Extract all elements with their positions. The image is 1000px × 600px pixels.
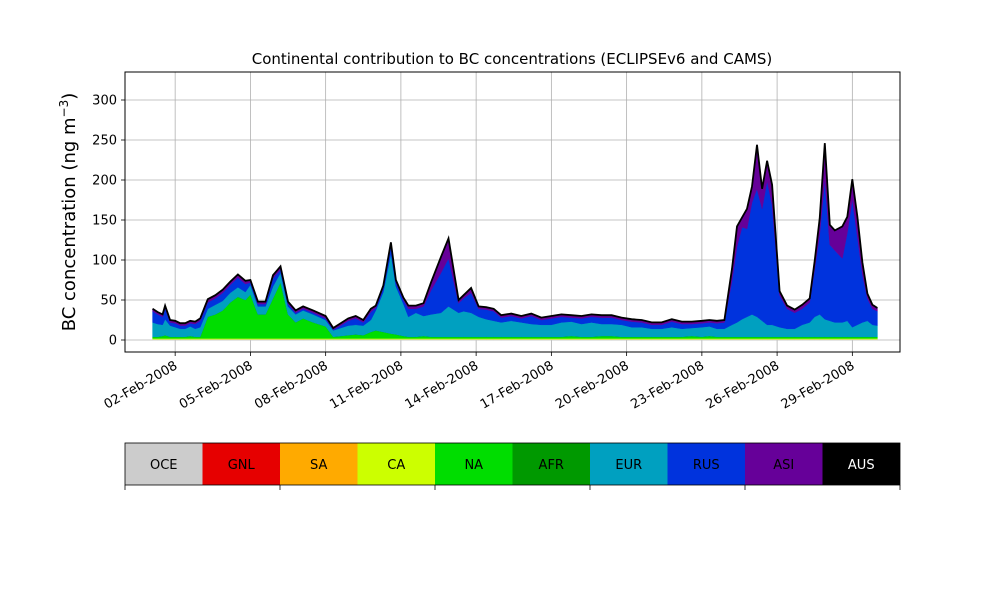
y-tick-label: 0	[109, 334, 117, 349]
legend-label-eur: EUR	[615, 458, 642, 473]
y-tick-label: 300	[92, 94, 117, 109]
legend-label-afr: AFR	[539, 458, 564, 473]
legend-label-ca: CA	[387, 458, 405, 473]
legend-swatch-ca	[357, 443, 435, 485]
legend-label-sa: SA	[310, 458, 327, 473]
x-tick-label: 26-Feb-2008	[704, 358, 783, 412]
x-tick-label: 14-Feb-2008	[403, 358, 482, 412]
y-tick-label: 250	[92, 134, 117, 149]
y-tick-label: 200	[92, 174, 117, 189]
y-axis-label-close: )	[59, 93, 80, 100]
plot-frame	[124, 71, 901, 353]
legend-label-aus: AUS	[848, 458, 875, 473]
chart-title: Continental contribution to BC concentra…	[252, 50, 773, 68]
legend-swatch-oce	[125, 443, 203, 485]
x-tick-label: 05-Feb-2008	[177, 358, 256, 412]
x-tick-label: 02-Feb-2008	[102, 358, 181, 412]
total-outline	[152, 143, 878, 330]
x-tick-label: 23-Feb-2008	[628, 358, 707, 412]
legend-swatch-rus	[667, 443, 745, 485]
legend-colorbar: OCE GNL SA CA NA AFR EUR RUS ASI AUS	[124, 442, 901, 490]
legend-label-asi: ASI	[773, 458, 794, 473]
legend-label-oce: OCE	[150, 458, 178, 473]
y-axis-ticks: 0 50 100 150 200 250 300	[92, 94, 125, 349]
y-tick-label: 150	[92, 214, 117, 229]
legend-swatch-asi	[745, 443, 823, 485]
legend-label-na: NA	[464, 458, 483, 473]
plot-area: 0 50 100 150 200 250 300 02-Feb-200805-Feb-200…	[92, 71, 901, 412]
legend-label-rus: RUS	[693, 458, 720, 473]
legend-swatch-aus	[822, 443, 900, 485]
legend-swatch-afr	[512, 443, 590, 485]
legend-swatch-sa	[280, 443, 358, 485]
y-axis-label-main: BC concentration (ng m	[59, 117, 80, 331]
legend-swatch-eur	[590, 443, 668, 485]
x-tick-label: 08-Feb-2008	[252, 358, 331, 412]
y-tick-label: 100	[92, 254, 117, 269]
x-tick-label: 11-Feb-2008	[327, 358, 406, 412]
y-axis-label-superscript: −3	[57, 100, 71, 118]
y-axis-label: BC concentration (ng m−3)	[57, 93, 80, 332]
legend-swatch-gnl	[202, 443, 280, 485]
x-tick-label: 20-Feb-2008	[553, 358, 632, 412]
legend-swatch-na	[435, 443, 513, 485]
legend-frame	[124, 442, 901, 486]
legend-label-gnl: GNL	[228, 458, 256, 473]
x-tick-label: 17-Feb-2008	[478, 358, 557, 412]
x-tick-label: 29-Feb-2008	[779, 358, 858, 412]
x-axis-ticks: 02-Feb-200805-Feb-200808-Feb-200811-Feb-…	[102, 352, 858, 412]
y-tick-label: 50	[100, 294, 117, 309]
